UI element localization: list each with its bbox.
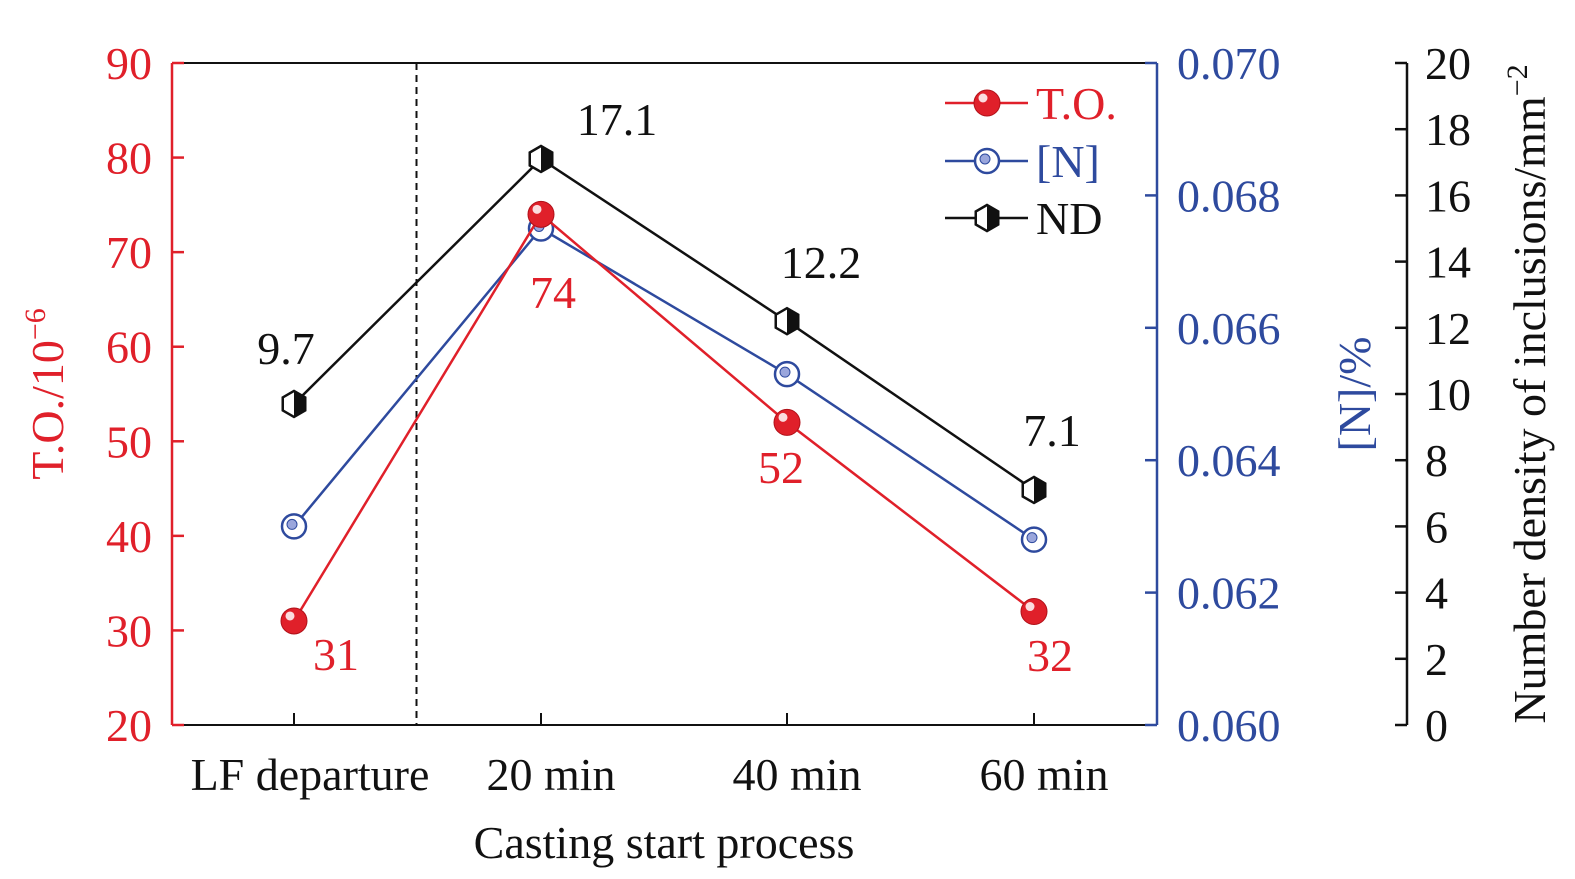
data-point: [281, 389, 307, 419]
data-point: [773, 408, 801, 436]
x-axis-title: Casting start process: [474, 817, 855, 868]
right-axis-n-title: [N]/%: [1329, 337, 1380, 452]
legend-label: T.O.: [1036, 78, 1117, 129]
marker-body: [527, 200, 555, 228]
left-axis-title-exponent: −6: [19, 308, 52, 340]
right-axis-nd-tick-label: 12: [1425, 303, 1471, 354]
data-point: [527, 200, 555, 228]
data-label: 32: [1027, 630, 1073, 681]
data-label: 74: [530, 267, 576, 318]
marker-dot: [979, 153, 991, 165]
right-axis-n-tick-label: 0.068: [1177, 170, 1281, 221]
left-axis-tick-label: 20: [106, 700, 152, 751]
left-axis-tick-label: 30: [106, 605, 152, 656]
series-line: [292, 212, 1035, 622]
left-axis-title-main: T.O./10: [22, 340, 73, 480]
series-n: [280, 215, 1048, 553]
legend-swatch-marker: [973, 89, 1001, 117]
marker-fill: [541, 145, 553, 172]
legend: T.O. [N] ND: [945, 78, 1117, 244]
data-point: [1020, 598, 1048, 626]
data-point: [280, 607, 308, 635]
legend-item: ND: [945, 193, 1102, 244]
data-label: 12.2: [781, 237, 862, 288]
series-line: [293, 157, 1035, 492]
data-point: [1021, 475, 1047, 505]
right-axis-n-tick-label: 0.062: [1177, 568, 1281, 619]
right-axis-nd-tick-label: 8: [1425, 435, 1448, 486]
legend-swatch-marker: [973, 147, 1001, 175]
data-point: [528, 144, 554, 174]
marker-highlight: [1025, 602, 1035, 612]
legend-label: [N]: [1036, 136, 1100, 187]
marker-highlight: [978, 93, 988, 103]
right-axis-nd-tick-label: 20: [1425, 38, 1471, 89]
marker-body: [280, 607, 308, 635]
data-point: [774, 306, 800, 336]
plot-frame: [172, 62, 1157, 726]
right-axis-nd: 0 2 4 6 8 10 12 14 16 18 20 Number density of inclu…: [1395, 38, 1555, 751]
x-axis-tick-label: 60 min: [979, 749, 1108, 800]
right-axis-nd-tick-label: 18: [1425, 104, 1471, 155]
left-axis-tick-label: 40: [106, 511, 152, 562]
series-to: 31 74 52 32: [280, 200, 1073, 681]
legend-item: [N]: [945, 136, 1100, 187]
left-axis-tick-label: 90: [106, 38, 152, 89]
right-axis-nd-tick-label: 16: [1425, 170, 1471, 221]
x-axis-tick-label: 40 min: [732, 749, 861, 800]
right-axis-nd-tick-label: 14: [1425, 237, 1471, 288]
marker-dot: [779, 366, 791, 378]
left-axis-tick-label: 80: [106, 133, 152, 184]
right-axis-n: 0.060 0.062 0.064 0.066 0.068 0.070 [N]/%: [1145, 38, 1380, 751]
marker-body: [773, 408, 801, 436]
right-axis-nd-title-main: Number density of inclusions/mm: [1504, 96, 1555, 724]
right-axis-nd-title: Number density of inclusions/mm−2: [1501, 64, 1555, 723]
legend-swatch-marker: [974, 203, 1000, 233]
marker-highlight: [778, 412, 788, 422]
series-line: [293, 226, 1035, 541]
marker-body: [1020, 598, 1048, 626]
series: 9.7 17.1 12.2 7.1 31 74 52 32: [257, 94, 1081, 681]
marker-fill: [787, 308, 799, 335]
right-axis-n-tick-label: 0.066: [1177, 303, 1281, 354]
marker-highlight: [532, 204, 542, 214]
right-axis-nd-tick-label: 4: [1425, 568, 1448, 619]
left-axis-tick-label: 50: [106, 416, 152, 467]
marker-body: [973, 89, 1001, 117]
data-label: 52: [758, 442, 804, 493]
x-axis-tick-label: LF departure: [191, 749, 430, 800]
left-axis-title: T.O./10−6: [19, 308, 73, 480]
right-axis-nd-tick-label: 2: [1425, 634, 1448, 685]
data-label: 9.7: [257, 323, 315, 374]
left-axis-to: 20 30 40 50 60 70 80 90 T.O./10−6: [19, 38, 184, 751]
series-nd: 9.7 17.1 12.2 7.1: [257, 94, 1081, 505]
right-axis-nd-title-exponent: −2: [1501, 64, 1534, 96]
data-label: 7.1: [1023, 405, 1081, 456]
left-axis-tick-label: 60: [106, 322, 152, 373]
marker-fill: [1034, 476, 1046, 503]
right-axis-n-tick-label: 0.060: [1177, 700, 1281, 751]
right-axis-nd-tick-label: 6: [1425, 501, 1448, 552]
right-axis-nd-tick-label: 10: [1425, 369, 1471, 420]
right-axis-n-tick-label: 0.064: [1177, 435, 1281, 486]
x-axis-tick-label: 20 min: [486, 749, 615, 800]
legend-label: ND: [1036, 193, 1102, 244]
data-point: [1020, 526, 1048, 553]
data-point: [280, 513, 308, 540]
marker-fill: [987, 205, 999, 231]
data-point: [773, 360, 801, 388]
right-axis-n-tick-label: 0.070: [1177, 38, 1281, 89]
data-label: 31: [313, 629, 359, 680]
data-label: 17.1: [577, 94, 658, 145]
x-axis: LF departure 20 min 40 min 60 min Casting st…: [191, 713, 1109, 868]
left-axis-tick-label: 70: [106, 227, 152, 278]
right-axis-nd-tick-label: 0: [1425, 700, 1448, 751]
marker-fill: [294, 390, 306, 417]
marker-dot: [286, 518, 298, 530]
legend-item: T.O.: [945, 78, 1117, 129]
marker-dot: [1026, 532, 1038, 544]
marker-highlight: [285, 611, 295, 621]
